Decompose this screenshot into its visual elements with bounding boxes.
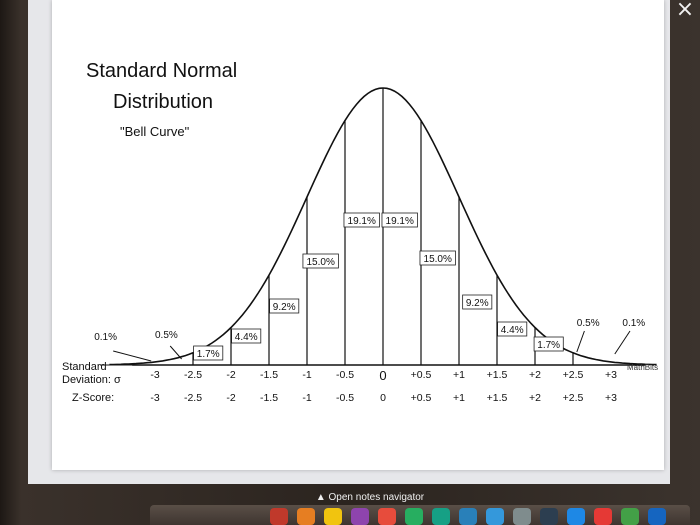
segment-label: 15.0% (307, 257, 335, 268)
app-icon-11[interactable] (540, 508, 558, 525)
app-icon-7[interactable] (432, 508, 450, 525)
sd-tick-label: +3 (605, 369, 617, 381)
app-icon-8[interactable] (459, 508, 477, 525)
bell-curve-chart: 0.1% 0.5% 1.7% 4.4% 9.2% 15.0% 19.1% 19.1% 15.0%… (62, 87, 658, 404)
z-tick-label: -3 (150, 392, 159, 404)
z-tick-label: -2 (226, 392, 235, 404)
sd-tick-label: +1.5 (487, 369, 508, 381)
sd-tick-label: +0.5 (411, 369, 432, 381)
segment-label: 1.7% (197, 349, 220, 360)
segment-label: 19.1% (386, 216, 414, 227)
z-tick-label: -2.5 (184, 392, 202, 404)
segment-label: 15.0% (424, 254, 452, 265)
segment-label-box (381, 212, 418, 228)
segment-label: 1.7% (537, 340, 560, 351)
segment-label-box (269, 298, 300, 314)
sd-tick-label: +1 (453, 369, 465, 381)
segment-label-box (497, 321, 528, 337)
z-tick-label: +1.5 (487, 392, 508, 404)
sd-tick-label: 0 (379, 368, 386, 383)
close-icon[interactable]: × (675, 0, 695, 22)
pointer-line (113, 350, 152, 362)
segment-label-box (343, 212, 380, 228)
app-icon-1[interactable] (270, 508, 288, 525)
app-icon-4[interactable] (351, 508, 369, 525)
pointer-line (614, 330, 631, 355)
sd-tick-label: -0.5 (336, 369, 354, 381)
app-icon-2[interactable] (297, 508, 315, 525)
z-tick-label: +3 (605, 392, 617, 404)
z-tick-label: -1.5 (260, 392, 278, 404)
z-tick-label: +2 (529, 392, 541, 404)
segment-label: 19.1% (348, 216, 376, 227)
open-notes-navigator[interactable]: ▲ Open notes navigator (315, 492, 425, 503)
sd-tick-label: -2.5 (184, 369, 202, 381)
z-tick-label: +0.5 (411, 392, 432, 404)
segment-label-box (193, 345, 224, 361)
segment-label-box (419, 250, 456, 266)
z-tick-label: -1 (302, 392, 311, 404)
app-icon-10[interactable] (513, 508, 531, 525)
app-icon-9[interactable] (486, 508, 504, 525)
app-icon-14[interactable] (621, 508, 639, 525)
app-icon-5[interactable] (378, 508, 396, 525)
sd-tick-label: +2.5 (563, 369, 584, 381)
segment-label: 4.4% (235, 332, 258, 343)
sd-tick-label: -2 (226, 369, 235, 381)
sd-tick-label: -1 (302, 369, 311, 381)
sd-tick-label: -3 (150, 369, 159, 381)
chart-title-line1: Standard Normal (86, 60, 238, 82)
pointer-line (576, 330, 585, 353)
chart-title-line2: Distribution (113, 91, 214, 113)
app-icon-15[interactable] (648, 508, 666, 525)
notes-card (52, 0, 664, 470)
segment-label: 0.5% (155, 330, 178, 341)
z-tick-label: 0 (380, 392, 386, 404)
chart-subtitle: "Bell Curve" (120, 124, 190, 139)
z-tick-label: -0.5 (336, 392, 354, 404)
sd-label-line2: Deviation: σ (62, 374, 121, 386)
segment-label: 0.1% (622, 318, 645, 329)
sd-tick-label: +2 (529, 369, 541, 381)
segment-label: 0.1% (94, 332, 117, 343)
app-icon-6[interactable] (405, 508, 423, 525)
segment-label: 9.2% (273, 302, 296, 313)
segment-label-box (231, 328, 262, 344)
pointer-line (169, 345, 182, 360)
sd-label-line1: Standard (62, 361, 107, 373)
segment-label-box (462, 294, 493, 310)
segment-label: 4.4% (501, 325, 524, 336)
segment-label-box (302, 253, 339, 269)
segment-label-box (533, 336, 564, 352)
mathbits-watermark: MathBits (627, 363, 658, 372)
z-tick-label: +2.5 (563, 392, 584, 404)
z-tick-label: +1 (453, 392, 465, 404)
app-icon-13[interactable] (594, 508, 612, 525)
sd-tick-label: -1.5 (260, 369, 278, 381)
app-icon-12[interactable] (567, 508, 585, 525)
segment-label: 9.2% (466, 298, 489, 309)
app-icon-3[interactable] (324, 508, 342, 525)
dock (150, 505, 690, 525)
segment-label: 0.5% (577, 318, 600, 329)
z-score-label: Z-Score: (72, 392, 114, 404)
